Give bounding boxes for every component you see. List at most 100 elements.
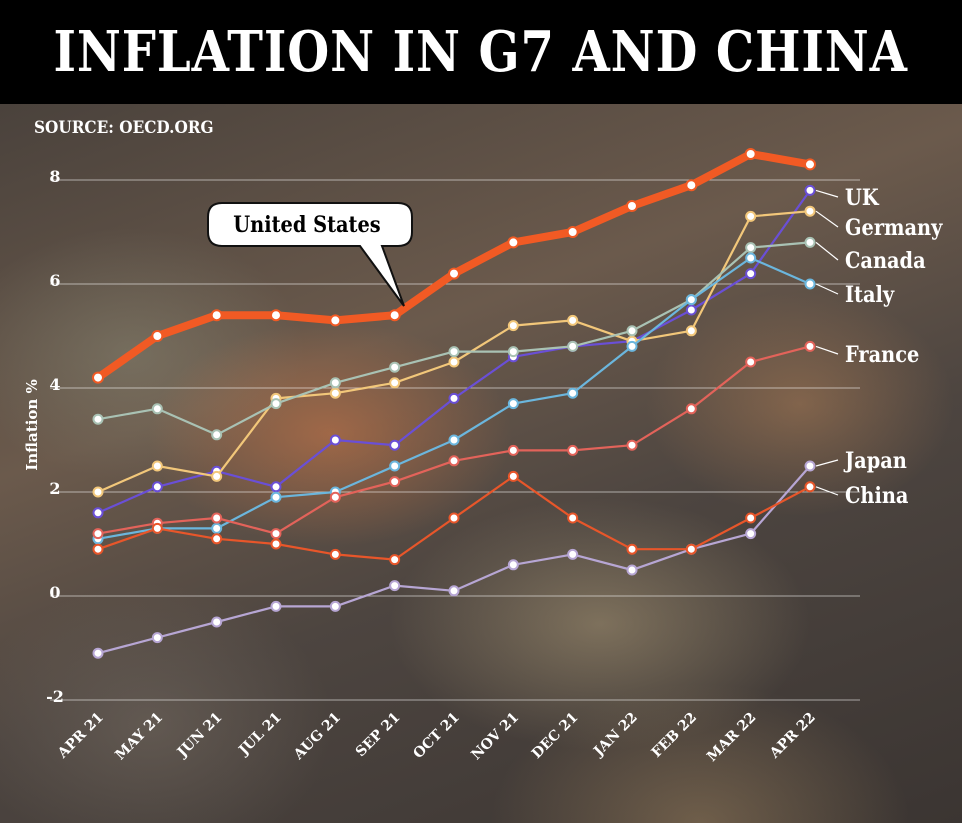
data-point-germany (151, 460, 163, 472)
series-label-japan: Japan (843, 448, 907, 473)
data-point-japan (211, 616, 223, 628)
leader-line-germany (815, 210, 839, 228)
data-point-france (448, 455, 460, 467)
leader-line-italy (815, 283, 839, 295)
data-point-germany (329, 387, 341, 399)
leader-line-canada (815, 241, 839, 261)
data-point-japan (329, 600, 341, 612)
data-point-france (270, 528, 282, 540)
data-point-china (804, 481, 816, 493)
data-point-germany (685, 325, 697, 337)
data-point-uk (685, 304, 697, 316)
data-point-canada (389, 361, 401, 373)
data-point-uk (151, 481, 163, 493)
data-point-japan (804, 460, 816, 472)
series-label-france: France (845, 342, 919, 367)
data-point-united-states (626, 200, 638, 212)
gridlines (50, 179, 860, 701)
data-point-united-states (329, 314, 342, 327)
data-point-china (745, 512, 757, 524)
data-point-united-states (270, 309, 282, 322)
series-japan (92, 460, 816, 659)
x-tick-label: OCT 21 (410, 710, 462, 762)
data-point-japan (389, 580, 401, 592)
data-point-japan (567, 548, 579, 560)
y-tick-label: 6 (49, 271, 60, 290)
data-point-italy (507, 398, 519, 410)
series-line-united-states (94, 150, 814, 382)
data-point-germany (745, 210, 757, 222)
data-point-china (211, 533, 223, 545)
data-point-france (745, 356, 757, 368)
y-tick-label: 0 (49, 583, 60, 602)
data-point-canada (626, 325, 638, 337)
y-tick-label: -2 (46, 687, 64, 706)
data-point-uk (92, 507, 104, 519)
data-point-united-states (151, 330, 164, 342)
data-point-japan (448, 585, 460, 597)
series-lines (92, 148, 816, 659)
callout-bubble (207, 202, 413, 307)
data-point-italy (804, 278, 816, 290)
data-point-china (270, 538, 282, 550)
data-point-united-states (210, 309, 223, 322)
data-point-germany (92, 486, 104, 498)
leader-line-uk (815, 189, 839, 198)
data-point-uk (745, 268, 757, 280)
data-point-canada (567, 340, 579, 352)
data-point-united-states (92, 371, 104, 384)
data-point-china (151, 522, 163, 534)
data-point-canada (211, 429, 223, 441)
title-bar: INFLATION IN G7 AND CHINA (0, 0, 962, 104)
series-label-italy: Italy (845, 282, 895, 307)
callout-text: United States (233, 212, 380, 237)
series-china (92, 470, 816, 566)
series-label-germany: Germany (845, 215, 943, 240)
data-point-china (92, 543, 104, 555)
data-point-united-states (744, 148, 757, 160)
data-point-china (567, 512, 579, 524)
x-tick-label: FEB 22 (649, 710, 700, 761)
series-label-canada: Canada (845, 248, 926, 273)
x-tick-label: APR 22 (766, 710, 819, 763)
x-tick-label: NOV 21 (468, 710, 522, 764)
data-point-italy (448, 434, 460, 446)
data-point-united-states (448, 267, 460, 280)
data-point-france (92, 528, 104, 540)
data-point-france (389, 476, 401, 488)
leader-line-china (815, 486, 839, 496)
data-point-united-states (685, 179, 698, 192)
data-point-germany (389, 377, 401, 389)
data-point-italy (389, 460, 401, 472)
data-point-france (211, 512, 223, 524)
data-point-italy (567, 387, 579, 399)
series-line-japan (96, 464, 812, 655)
data-point-china (626, 543, 638, 555)
data-point-japan (92, 647, 104, 659)
data-point-japan (507, 559, 519, 571)
x-tick-label: SEP 21 (353, 710, 404, 761)
data-point-china (507, 470, 519, 482)
chart-title: INFLATION IN G7 AND CHINA (53, 19, 909, 85)
y-tick-label: 4 (49, 375, 60, 394)
data-point-japan (745, 528, 757, 540)
data-point-canada (92, 413, 104, 425)
united-states-callout: United States (207, 202, 413, 307)
data-point-france (685, 403, 697, 415)
series-label-china: China (845, 483, 908, 508)
series-labels: UK Germany Canada Italy France Japan China (815, 185, 943, 508)
data-point-uk (804, 184, 816, 196)
data-point-united-states (804, 158, 816, 171)
data-point-japan (626, 564, 638, 576)
x-tick-label: JAN 22 (589, 710, 640, 761)
data-point-germany (507, 320, 519, 332)
data-point-germany (211, 470, 223, 482)
data-point-italy (685, 294, 697, 306)
data-point-france (567, 444, 579, 456)
data-point-china (389, 554, 401, 566)
data-point-canada (745, 242, 757, 254)
data-point-china (329, 548, 341, 560)
x-tick-label: APR 21 (54, 710, 107, 763)
data-point-france (329, 491, 341, 503)
